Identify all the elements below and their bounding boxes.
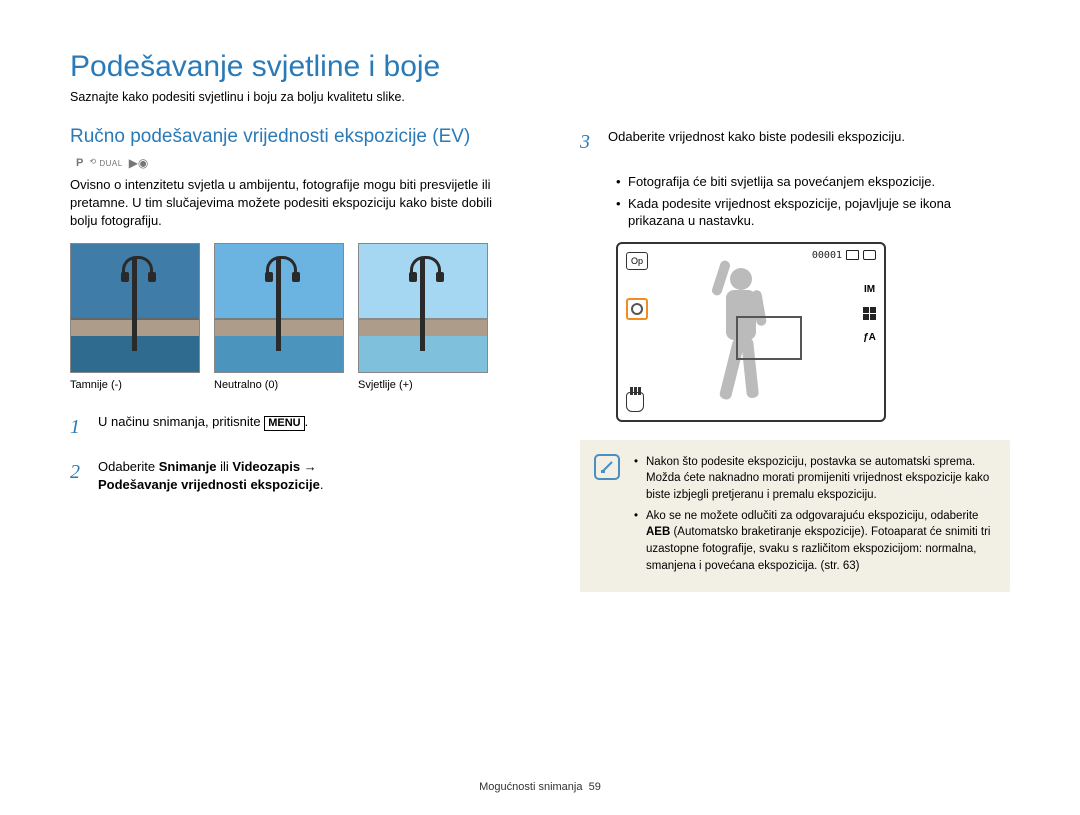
step-3: 3 Odaberite vrijednost kako biste podesi… xyxy=(580,128,1010,157)
step-2: 2 Odaberite Snimanje ili Videozapis → Po… xyxy=(70,458,520,496)
mode-dual-icon: ⟲ DUAL xyxy=(89,159,122,168)
focus-rectangle xyxy=(736,316,802,360)
page-subtitle: Saznajte kako podesiti svjetlinu i boju … xyxy=(70,90,1010,104)
camera-screen-preview: Op 00001 IM ƒA xyxy=(616,242,886,422)
page-title: Podešavanje svjetline i boje xyxy=(70,50,1010,84)
step-3-bullets: Fotografija će biti svjetlija sa povećan… xyxy=(616,173,1010,230)
antishake-icon xyxy=(626,392,644,412)
caption-darker: Tamnije (-) xyxy=(70,379,200,391)
tip-box: Nakon što podesite ekspoziciju, postavka… xyxy=(580,440,1010,593)
example-neutral: Neutralno (0) xyxy=(214,243,344,391)
flash-label: ƒA xyxy=(863,332,876,343)
step-2-number: 2 xyxy=(70,458,84,496)
step-3-text: Odaberite vrijednost kako biste podesili… xyxy=(608,128,1010,157)
exposure-examples: Tamnije (-) Neutralno (0) xyxy=(70,243,520,391)
footer-page: 59 xyxy=(589,781,601,793)
shot-counter: 00001 xyxy=(812,250,842,261)
menu-button-label: MENU xyxy=(264,416,304,431)
mode-video-icon: ▶◉ xyxy=(129,156,149,170)
mode-p-icon: P xyxy=(76,157,83,169)
step-3-number: 3 xyxy=(580,128,594,157)
intro-text: Ovisno o intenzitetu svjetla u ambijentu… xyxy=(70,176,520,231)
page-footer: Mogućnosti snimanja 59 xyxy=(0,781,1080,793)
step-3-b2: Kada podesite vrijednost ekspozicije, po… xyxy=(616,195,1010,230)
info-icon xyxy=(594,454,620,480)
section-title: Ručno podešavanje vrijednosti ekspozicij… xyxy=(70,126,520,148)
tip-b2: Ako se ne možete odlučiti za odgovarajuć… xyxy=(634,508,994,575)
im-label: IM xyxy=(864,284,875,295)
step-3-b1: Fotografija će biti svjetlija sa povećan… xyxy=(616,173,1010,191)
example-darker: Tamnije (-) xyxy=(70,243,200,391)
caption-lighter: Svjetlije (+) xyxy=(358,379,488,391)
step-1: 1 U načinu snimanja, pritisnite MENU. xyxy=(70,413,520,442)
battery-icon xyxy=(863,250,876,260)
metering-icon xyxy=(863,307,876,320)
card-icon xyxy=(846,250,859,260)
caption-neutral: Neutralno (0) xyxy=(214,379,344,391)
mode-icons-row: P ⟲ DUAL ▶◉ xyxy=(76,156,520,170)
screen-top-bar: 00001 xyxy=(812,250,876,261)
step-1-number: 1 xyxy=(70,413,84,442)
tip-b1: Nakon što podesite ekspoziciju, postavka… xyxy=(634,454,994,504)
mode-badge-icon: Op xyxy=(626,252,648,270)
footer-label: Mogućnosti snimanja xyxy=(479,781,582,793)
example-lighter: Svjetlije (+) xyxy=(358,243,488,391)
ev-highlight-icon xyxy=(626,298,648,320)
